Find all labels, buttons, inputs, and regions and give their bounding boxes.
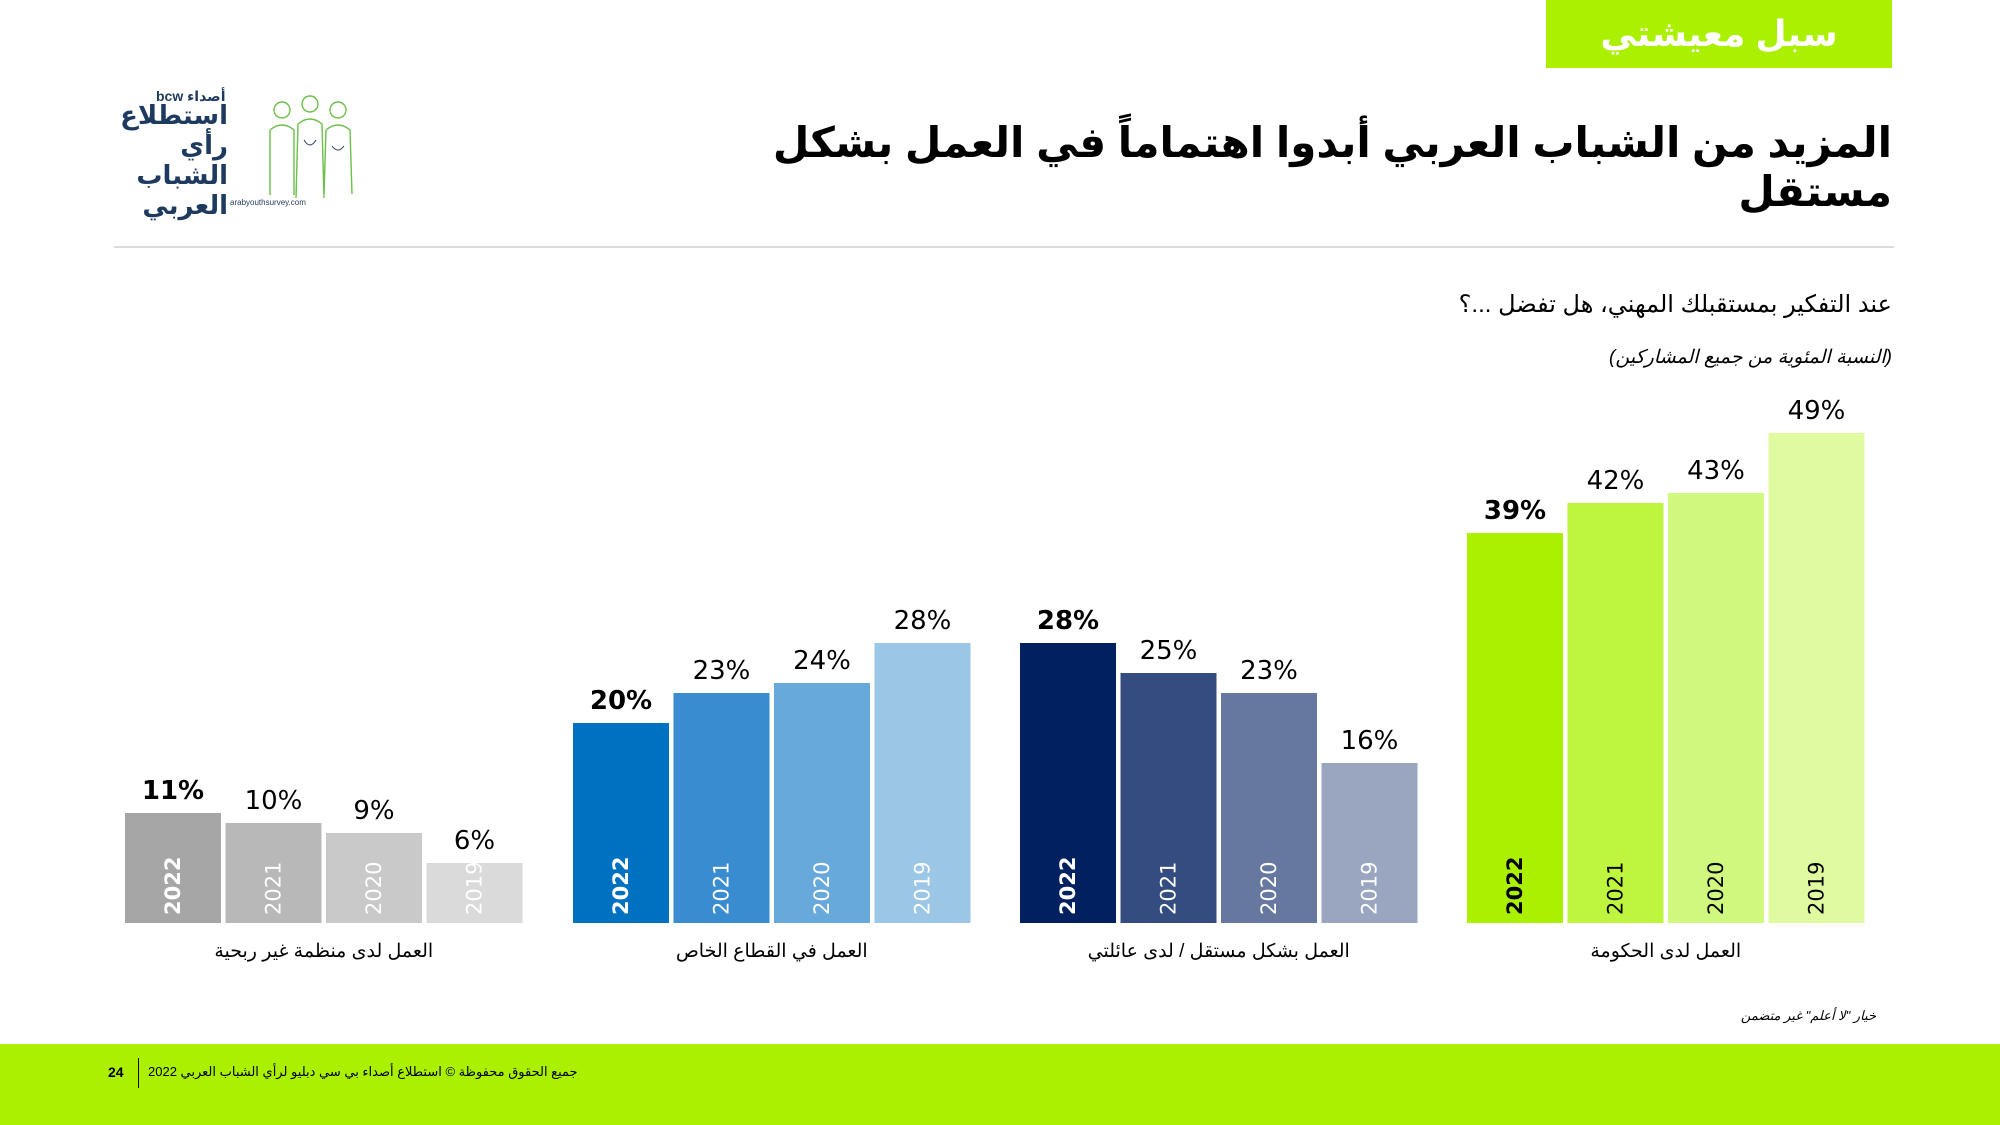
year-label-2-2021: 2021 (1157, 862, 1181, 915)
bar-2-2020 (1221, 693, 1317, 923)
page-title: المزيد من الشباب العربي أبدوا اهتماماً ف… (772, 119, 1892, 215)
category-label-3: العمل لدى الحكومة (1590, 941, 1741, 962)
bar-2-2022 (1020, 643, 1116, 923)
title-divider (114, 246, 1894, 248)
logo-line-3: العربي (142, 190, 228, 220)
bar-0-2019 (426, 863, 523, 923)
logo-wordmark: استطلاع رأي الشباب العربي (108, 100, 228, 220)
data-label-3-2020: 43% (1687, 456, 1745, 486)
section-tag: سبل معيشتي (1546, 0, 1892, 68)
year-label-1-2019: 2019 (911, 862, 935, 915)
bar-2-2021 (1120, 673, 1217, 923)
data-label-1-2020: 24% (793, 646, 851, 676)
data-label-1-2019: 28% (894, 606, 952, 636)
bar-2-2019 (1321, 763, 1418, 923)
data-label-1-2022: 20% (590, 686, 652, 716)
logo-line-1: استطلاع (120, 100, 228, 130)
category-label-1: العمل في القطاع الخاص (676, 941, 868, 962)
bar-3-2022 (1467, 533, 1563, 923)
year-label-1-2022: 2022 (609, 857, 633, 915)
data-label-0-2019: 6% (454, 826, 495, 856)
data-label-2-2022: 28% (1037, 606, 1099, 636)
category-label-2: العمل بشكل مستقل / لدى عائلتي (1088, 941, 1350, 962)
data-label-3-2022: 39% (1484, 496, 1546, 526)
youth-figures-icon (269, 95, 353, 199)
data-label-1-2021: 23% (693, 656, 751, 686)
logo-brand: أصداء bcw (156, 88, 226, 104)
logo-url: arabyouthsurvey.com (230, 198, 306, 207)
data-label-2-2021: 25% (1140, 636, 1198, 666)
data-label-3-2019: 49% (1788, 396, 1846, 426)
year-label-0-2019: 2019 (463, 862, 487, 915)
year-label-3-2019: 2019 (1805, 862, 1829, 915)
data-label-0-2020: 9% (353, 796, 394, 826)
survey-question: عند التفكير بمستقبلك المهني، هل تفضل ...… (1458, 291, 1892, 318)
year-label-3-2022: 2022 (1503, 857, 1527, 915)
bar-chart: 11% 2022 10% 2021 9% 2020 6% 2019 العمل لدى منظم… (125, 396, 1865, 962)
bar-1-2019 (874, 643, 971, 923)
year-label-1-2021: 2021 (710, 862, 734, 915)
data-label-2-2019: 16% (1341, 726, 1399, 756)
bar-1-2022 (573, 723, 669, 923)
footer-band (0, 1044, 2000, 1125)
year-label-2-2019: 2019 (1358, 862, 1382, 915)
page-number: 24 (108, 1064, 124, 1080)
year-label-2-2020: 2020 (1257, 862, 1281, 915)
footnote: خيار "لا أعلم" غير متضمن (1740, 1008, 1876, 1023)
logo-line-2: رأي الشباب (136, 130, 228, 190)
data-label-2-2020: 23% (1240, 656, 1298, 686)
data-label-3-2021: 42% (1587, 466, 1645, 496)
section-tag-label: سبل معيشتي (1600, 13, 1838, 54)
data-label-0-2021: 10% (245, 786, 303, 816)
category-label-0: العمل لدى منظمة غير ربحية (214, 941, 433, 962)
year-label-0-2022: 2022 (161, 857, 185, 915)
bar-0-2022 (125, 813, 221, 923)
bar-3-2020 (1668, 493, 1764, 923)
survey-logo: أصداء bcw استطلاع رأي الشباب العربي arab… (110, 86, 360, 220)
year-label-0-2020: 2020 (362, 862, 386, 915)
year-label-3-2021: 2021 (1604, 862, 1628, 915)
bar-0-2021 (225, 823, 322, 923)
bar-3-2021 (1567, 503, 1664, 923)
year-label-3-2020: 2020 (1704, 862, 1728, 915)
footer-copyright: جميع الحقوق محفوظة © استطلاع أصداء بي سي… (148, 1064, 578, 1079)
bar-1-2020 (774, 683, 870, 923)
year-label-0-2021: 2021 (262, 862, 286, 915)
bar-1-2021 (673, 693, 770, 923)
bar-0-2020 (326, 833, 422, 923)
data-label-0-2022: 11% (142, 776, 204, 806)
year-label-1-2020: 2020 (810, 862, 834, 915)
base-note: (النسبة المئوية من جميع المشاركين) (1609, 347, 1892, 368)
bar-3-2019 (1768, 433, 1865, 923)
year-label-2-2022: 2022 (1056, 857, 1080, 915)
footer-separator (138, 1058, 139, 1088)
